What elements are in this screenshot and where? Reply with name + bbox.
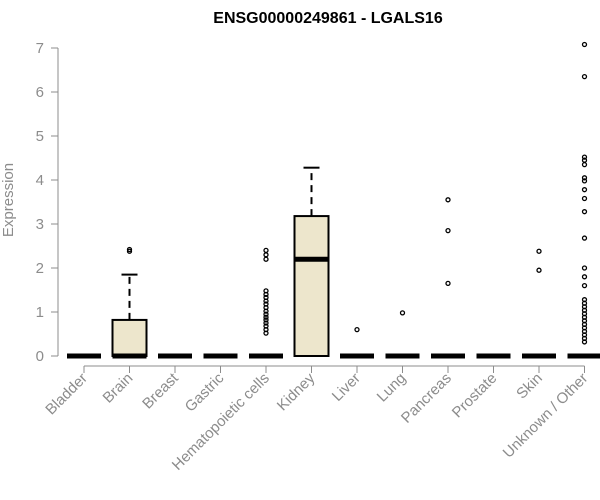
box-brain [111, 246, 148, 359]
outlier-point [399, 310, 406, 316]
x-tick-label: Lung [374, 370, 410, 406]
outlier-point [263, 323, 269, 329]
outlier-point [581, 209, 588, 215]
y-axis: 0 1 2 3 4 5 6 7 [36, 40, 59, 365]
y-tick-label: 2 [36, 260, 44, 277]
box-skin [522, 248, 556, 359]
outlier-point [581, 297, 588, 303]
outlier-point [445, 227, 451, 234]
outlier-point [581, 235, 588, 241]
outlier-point [263, 301, 269, 307]
outlier-point [581, 41, 588, 48]
box-kidney [293, 166, 330, 357]
outlier-point [263, 252, 269, 258]
outlier-point [536, 248, 542, 254]
x-tick-label: Bladder [42, 370, 91, 419]
chart-title: ENSG00000249861 - LGALS16 [213, 10, 443, 27]
outlier-point [263, 247, 269, 254]
outlier-point [354, 326, 360, 333]
outlier-point [263, 311, 269, 317]
outlier-point [263, 294, 269, 301]
outlier-point [445, 280, 451, 287]
outlier-point [263, 320, 269, 326]
outlier-point [263, 314, 269, 320]
y-tick-label: 7 [36, 40, 44, 57]
outlier-point [536, 267, 542, 273]
y-tick-label: 5 [36, 128, 44, 145]
outlier-point [581, 161, 588, 168]
y-tick-label: 3 [36, 216, 44, 233]
x-tick-label: Breast [139, 369, 182, 412]
outlier-point [581, 175, 588, 181]
outlier-point [581, 274, 588, 280]
x-tick-label: Unknown / Other [500, 370, 592, 462]
outlier-point [581, 282, 588, 289]
x-tick-label: Prostate [449, 370, 501, 422]
box-unknown-other [567, 41, 600, 359]
y-tick-label: 4 [36, 172, 44, 189]
outlier-point [581, 73, 588, 80]
outlier-point [263, 256, 269, 262]
box-rect [111, 318, 148, 358]
boxes [67, 41, 600, 359]
box-hematopoietic-cells [249, 247, 283, 359]
box-liver [340, 326, 374, 359]
box-pancreas [431, 197, 465, 359]
outlier-point [126, 248, 133, 254]
outlier-point [581, 195, 588, 202]
outlier-point [126, 246, 133, 253]
box-lung [385, 310, 420, 359]
outlier-point [263, 317, 269, 323]
outlier-point [581, 157, 588, 163]
x-tick-label: Pancreas [398, 370, 455, 427]
outlier-point [581, 187, 588, 193]
y-tick-label: 0 [36, 348, 44, 365]
outlier-point [581, 178, 588, 184]
outlier-point [581, 154, 588, 160]
box-rect [293, 215, 330, 357]
x-tick-label: Liver [329, 370, 364, 405]
y-axis-label: Expression [0, 163, 17, 237]
outlier-point [263, 288, 269, 294]
outlier-point [581, 265, 588, 271]
y-tick-label: 1 [36, 304, 44, 321]
outlier-point [445, 197, 451, 203]
x-tick-label: Skin [513, 370, 546, 403]
x-tick-label: Brain [100, 370, 137, 407]
y-tick-label: 6 [36, 84, 44, 101]
x-tick-label: Kidney [274, 369, 319, 414]
